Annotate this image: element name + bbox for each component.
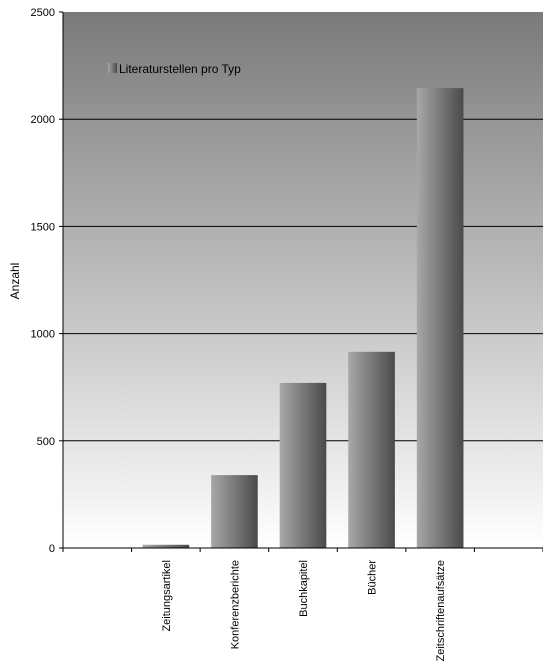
legend: Literaturstellen pro Typ (108, 62, 241, 76)
y-tick-label: 500 (37, 436, 55, 448)
x-tick-label: Konferenzberichte (229, 560, 241, 649)
y-tick-label: 1000 (31, 329, 55, 341)
legend-swatch (108, 63, 117, 73)
bar (211, 475, 258, 548)
bar (348, 351, 395, 548)
bar (416, 88, 464, 548)
y-tick-label: 2000 (31, 114, 55, 126)
y-tick-label: 0 (49, 543, 55, 555)
y-tick-label: 2500 (31, 7, 55, 19)
x-tick-label: Buchkapitel (298, 560, 310, 617)
x-tick-label: Bücher (367, 560, 379, 595)
x-tick-label: Zeitschriftenaufsätze (435, 560, 447, 662)
legend-label: Literaturstellen pro Typ (119, 62, 241, 76)
x-tick-label: Zeitungsartikel (161, 560, 173, 632)
y-axis-label: Anzahl (8, 263, 22, 300)
bar (142, 544, 190, 548)
bar (279, 382, 327, 548)
y-tick-label: 1500 (31, 221, 55, 233)
